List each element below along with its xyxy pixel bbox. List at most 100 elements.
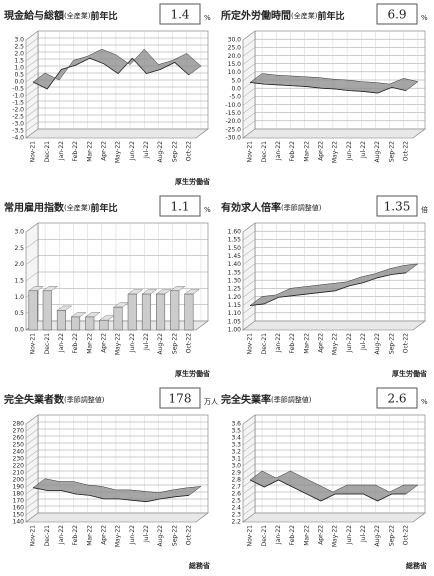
- x-tick-label: Feb-22: [289, 141, 296, 162]
- x-tick-label: Jun-22: [346, 525, 353, 545]
- title-note: (全産業): [291, 11, 318, 20]
- y-tick-label: 2.0: [14, 261, 24, 268]
- grid-line: [242, 30, 425, 41]
- grid-line: [242, 271, 425, 282]
- y-tick-label: 2.5: [14, 245, 24, 252]
- y-tick-label: 3.0: [14, 229, 24, 236]
- y-tick-label: 1.5: [14, 58, 24, 65]
- grid-line: [25, 128, 208, 139]
- grid-line: [25, 428, 208, 439]
- title-suffix: 前年比: [90, 202, 117, 214]
- x-tick-label: Jun-22: [129, 525, 136, 545]
- x-tick-label: Jul-22: [360, 333, 367, 351]
- bar: [170, 290, 180, 331]
- x-tick-label: Sep-22: [388, 141, 395, 162]
- y-tick-label: -30.0: [225, 135, 241, 142]
- headline-value: 1.1: [170, 200, 189, 214]
- y-tick-label: -1.5: [12, 100, 24, 107]
- y-tick-label: 2.7: [231, 484, 241, 491]
- y-tick-label: 3.4: [231, 435, 241, 442]
- grid-line: [25, 100, 208, 111]
- y-tick-label: 240: [13, 449, 25, 456]
- bar: [184, 293, 194, 331]
- grid-line: [242, 470, 425, 481]
- grid-line: [25, 414, 208, 425]
- y-tick-label: 2.5: [231, 498, 241, 505]
- x-tick-label: Jan-22: [275, 141, 282, 161]
- title-note: (季節調整値): [64, 395, 105, 404]
- y-tick-label: 25.0: [228, 45, 242, 52]
- x-tick-label: Sep-22: [171, 141, 178, 162]
- x-tick-label: Oct-22: [185, 333, 192, 353]
- title-note: (季節調整値): [271, 395, 312, 404]
- grid-line: [25, 477, 208, 488]
- x-tick-label: Oct-22: [185, 141, 192, 161]
- grid-line: [25, 107, 208, 118]
- x-tick-label: Apr-22: [100, 141, 107, 161]
- grid-line: [242, 47, 425, 57]
- grid-line: [242, 435, 425, 446]
- grid-line: [242, 421, 425, 432]
- panel-title: 有効求人倍率(季節調整値): [221, 201, 322, 214]
- x-tick-label: Nov-21: [247, 141, 254, 163]
- grid-line: [242, 263, 425, 274]
- x-tick-label: Jun-22: [346, 141, 353, 161]
- grid-line: [25, 449, 208, 460]
- bar: [56, 310, 66, 331]
- y-tick-label: -10.0: [225, 102, 241, 109]
- y-tick-label: 1.10: [228, 310, 242, 317]
- x-tick-label: Jul-22: [143, 141, 150, 159]
- grid-line: [25, 456, 208, 467]
- x-tick-label: Apr-22: [100, 333, 107, 353]
- x-tick-label: Jun-22: [129, 141, 136, 161]
- x-tick-label: Oct-22: [402, 525, 409, 545]
- bar: [28, 290, 38, 331]
- grid-line: [25, 421, 208, 432]
- grid-line: [242, 512, 425, 523]
- x-tick-label: Apr-22: [317, 525, 324, 545]
- title-main: 常用雇用指数: [4, 201, 65, 214]
- x-tick-label: Feb-22: [289, 525, 296, 546]
- grid-line: [242, 312, 425, 323]
- grid-line: [242, 247, 425, 257]
- grid-line: [242, 239, 425, 249]
- y-tick-label: 3.3: [231, 442, 241, 449]
- x-tick-label: Jul-22: [143, 525, 150, 543]
- headline-box: [376, 3, 418, 25]
- y-tick-label: 5.0: [231, 77, 241, 84]
- x-tick-label: May-22: [332, 525, 339, 547]
- y-tick-label: 1.00: [228, 327, 242, 334]
- panel-title: 所定外労働時間(全産業)前年比: [221, 9, 344, 22]
- x-tick-label: Jul-22: [143, 333, 150, 351]
- source: 総務省: [406, 561, 427, 570]
- y-tick-label: 280: [13, 421, 25, 428]
- y-tick-label: -2.5: [12, 114, 24, 121]
- line: [33, 487, 189, 503]
- floor: [242, 320, 426, 331]
- panel-title: 完全失業者数(季節調整値): [4, 393, 105, 406]
- x-tick-label: Feb-22: [72, 525, 79, 546]
- title-note: (全産業): [64, 203, 91, 212]
- headline-value: 178: [169, 392, 192, 406]
- y-tick-label: 0.0: [14, 327, 24, 334]
- grid-line: [242, 498, 425, 509]
- x-tick-label: Mar-22: [303, 141, 310, 162]
- grid-line: [25, 505, 208, 516]
- grid-line: [25, 93, 208, 104]
- grid-line: [25, 72, 208, 83]
- y-tick-label: 2.6: [231, 491, 241, 498]
- headline-unit: 倍: [421, 205, 428, 214]
- y-tick-label: 1.40: [228, 261, 242, 268]
- y-tick-label: -0.5: [12, 86, 24, 93]
- x-tick-label: May-22: [332, 333, 339, 355]
- y-tick-label: -5.0: [229, 94, 241, 101]
- y-tick-label: -3.0: [12, 121, 24, 128]
- x-tick-label: Jan-22: [275, 525, 282, 545]
- x-tick-label: Dec-21: [44, 333, 51, 355]
- grid-line: [25, 114, 208, 125]
- grid-line: [242, 96, 425, 106]
- headline-box: [376, 387, 418, 409]
- panel-title: 常用雇用指数(全産業)前年比: [4, 201, 117, 214]
- headline-value: 2.6: [387, 392, 406, 406]
- x-tick-label: Nov-21: [247, 333, 254, 355]
